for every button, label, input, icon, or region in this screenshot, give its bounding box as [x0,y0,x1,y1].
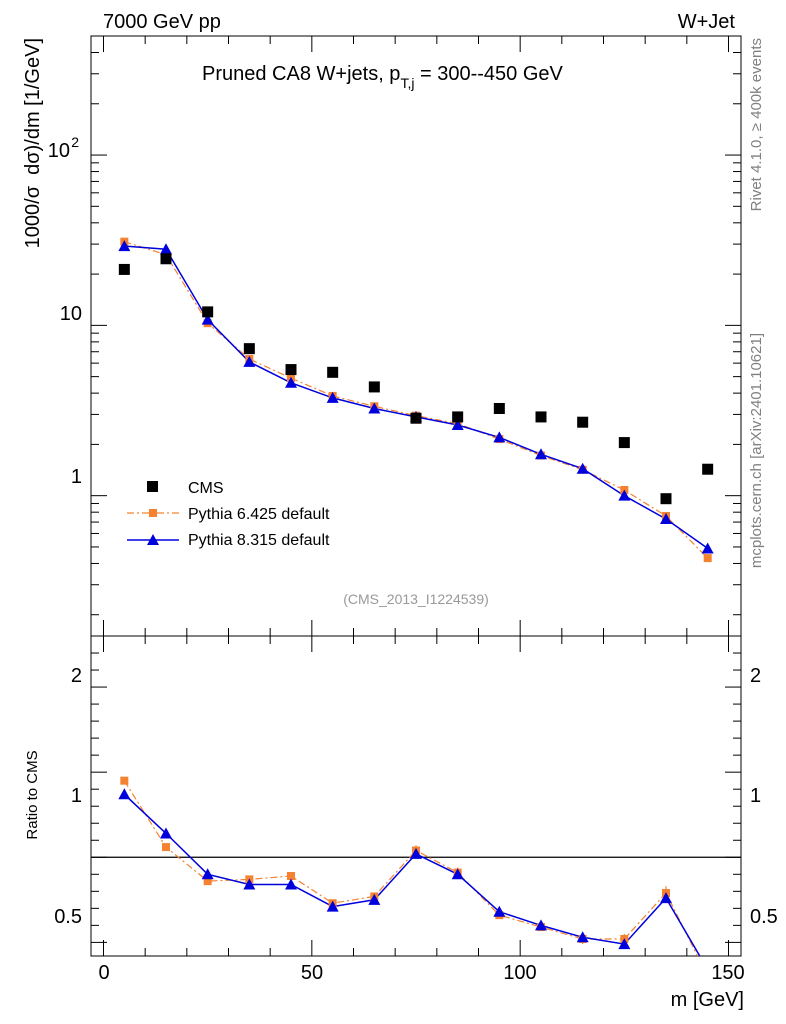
mcplots-reference-label: mcplots.cern.ch [arXiv:2401.10621] [748,333,765,568]
ratio-pythia8-point [535,919,547,931]
legend-cms-marker [147,481,158,492]
ratio-y-tick-2-right: 2 [750,665,761,687]
cms-point [243,343,255,355]
pythia8-point [493,431,506,443]
cms-point [327,366,339,378]
x-tick-label-100: 100 [503,962,536,984]
ratio-pythia8-point [618,938,631,950]
pythia8-point [160,243,172,255]
ratio-y-tick-2-left: 2 [71,665,82,687]
pythia8-line [124,245,709,550]
ratio-axis-ticks [91,652,741,943]
cms-point [452,411,464,423]
cms-point [660,493,672,505]
header-process-label: W+Jet [678,11,736,33]
pythia8-point [535,448,547,460]
ratio-y-tick-1-left: 1 [71,785,82,807]
ratio-plot-frame [90,635,742,957]
ratio-pythia8-point [160,827,172,839]
legend-pythia8-marker [147,534,159,545]
cms-point [202,306,214,318]
cms-point [702,463,714,475]
cms-point [285,364,297,376]
ratio-series-group [118,776,701,956]
ratio-y-tick-0.5-left: 0.5 [54,906,82,928]
pythia8-point [618,489,631,501]
legend-pythia6-label: Pythia 6.425 default [188,506,330,523]
main-data-layer [118,237,714,563]
ratio-y-tick-0.5-right: 0.5 [750,906,778,928]
ratio-pythia8-point [576,931,589,943]
y-tick-label-10: 10 [60,303,82,325]
cms-point [535,411,547,423]
x-axis-ticks [103,36,729,956]
ratio-pythia8-point [243,878,256,890]
rivet-version-label: Rivet 4.1.0, ≥ 400k events [748,38,765,211]
ratio-pythia8-point [451,868,464,880]
x-tick-label-50: 50 [301,962,323,984]
pythia6-point [703,554,712,563]
legend-pythia8-label: Pythia 8.315 default [188,532,330,549]
pythia8-point [451,418,464,430]
pythia8-point [201,313,214,325]
cms-point [493,402,505,414]
ratio-pythia6-point [203,877,212,886]
ratio-pythia8-point [118,788,131,800]
ratio-pythia6-point [120,776,129,785]
main-title-subscript: T,j [400,75,414,91]
ratio-pythia8-point [285,878,297,890]
main-title: Pruned CA8 W+jets, pT,j = 300--450 GeV [202,63,564,91]
x-axis-label: m [GeV] [671,989,744,1011]
x-tick-label-0: 0 [98,962,109,984]
cms-point [368,381,380,393]
pythia8-point [326,391,339,403]
pythia8-point [285,376,297,388]
ratio-pythia8-point [660,892,672,904]
legend-pythia6-marker [149,509,157,517]
ratio-pythia6-line [123,780,699,956]
x-tick-label-150: 150 [711,962,744,984]
pythia8-point [660,512,672,524]
main-axis-ticks [91,35,741,616]
analysis-watermark: (CMS_2013_I1224539) [343,591,489,607]
y-tick-label-1: 1 [71,466,82,488]
cms-point [618,437,630,449]
cms-point [410,412,422,424]
ratio-y-tick-1-right: 1 [750,785,761,807]
cms-point [160,253,172,265]
legend: CMS Pythia 6.425 default Pythia 8.315 de… [127,480,330,549]
ratio-pythia8-point [368,893,381,905]
ratio-pythia8-point [493,905,506,917]
ratio-y-axis-label: Ratio to CMS [24,750,41,839]
pythia8-point [576,462,589,474]
main-y-axis-label: 1000/σ dσ)/dm [1/GeV] [22,38,44,248]
pythia8-point [368,402,381,414]
ratio-data-layer [91,776,741,956]
pythia8-point [243,355,256,367]
main-title-suffix: = 300--450 GeV [414,63,563,85]
y-tick-label-100-exp: 2 [71,134,79,150]
ratio-pythia8-point [410,847,422,859]
ratio-pythia6-point [287,872,295,880]
cms-point [118,263,130,275]
header-energy-label: 7000 GeV pp [103,11,221,33]
ratio-pythia8-point [201,868,214,880]
ratio-pythia6-point [162,843,170,852]
pythia8-point [701,542,714,554]
cms-point [577,416,589,428]
pythia8-point [118,240,131,252]
legend-cms-label: CMS [188,480,224,497]
y-tick-label-100-base: 10 [48,140,70,162]
ratio-pythia8-line [123,793,701,956]
ratio-pythia8-point [326,900,339,912]
